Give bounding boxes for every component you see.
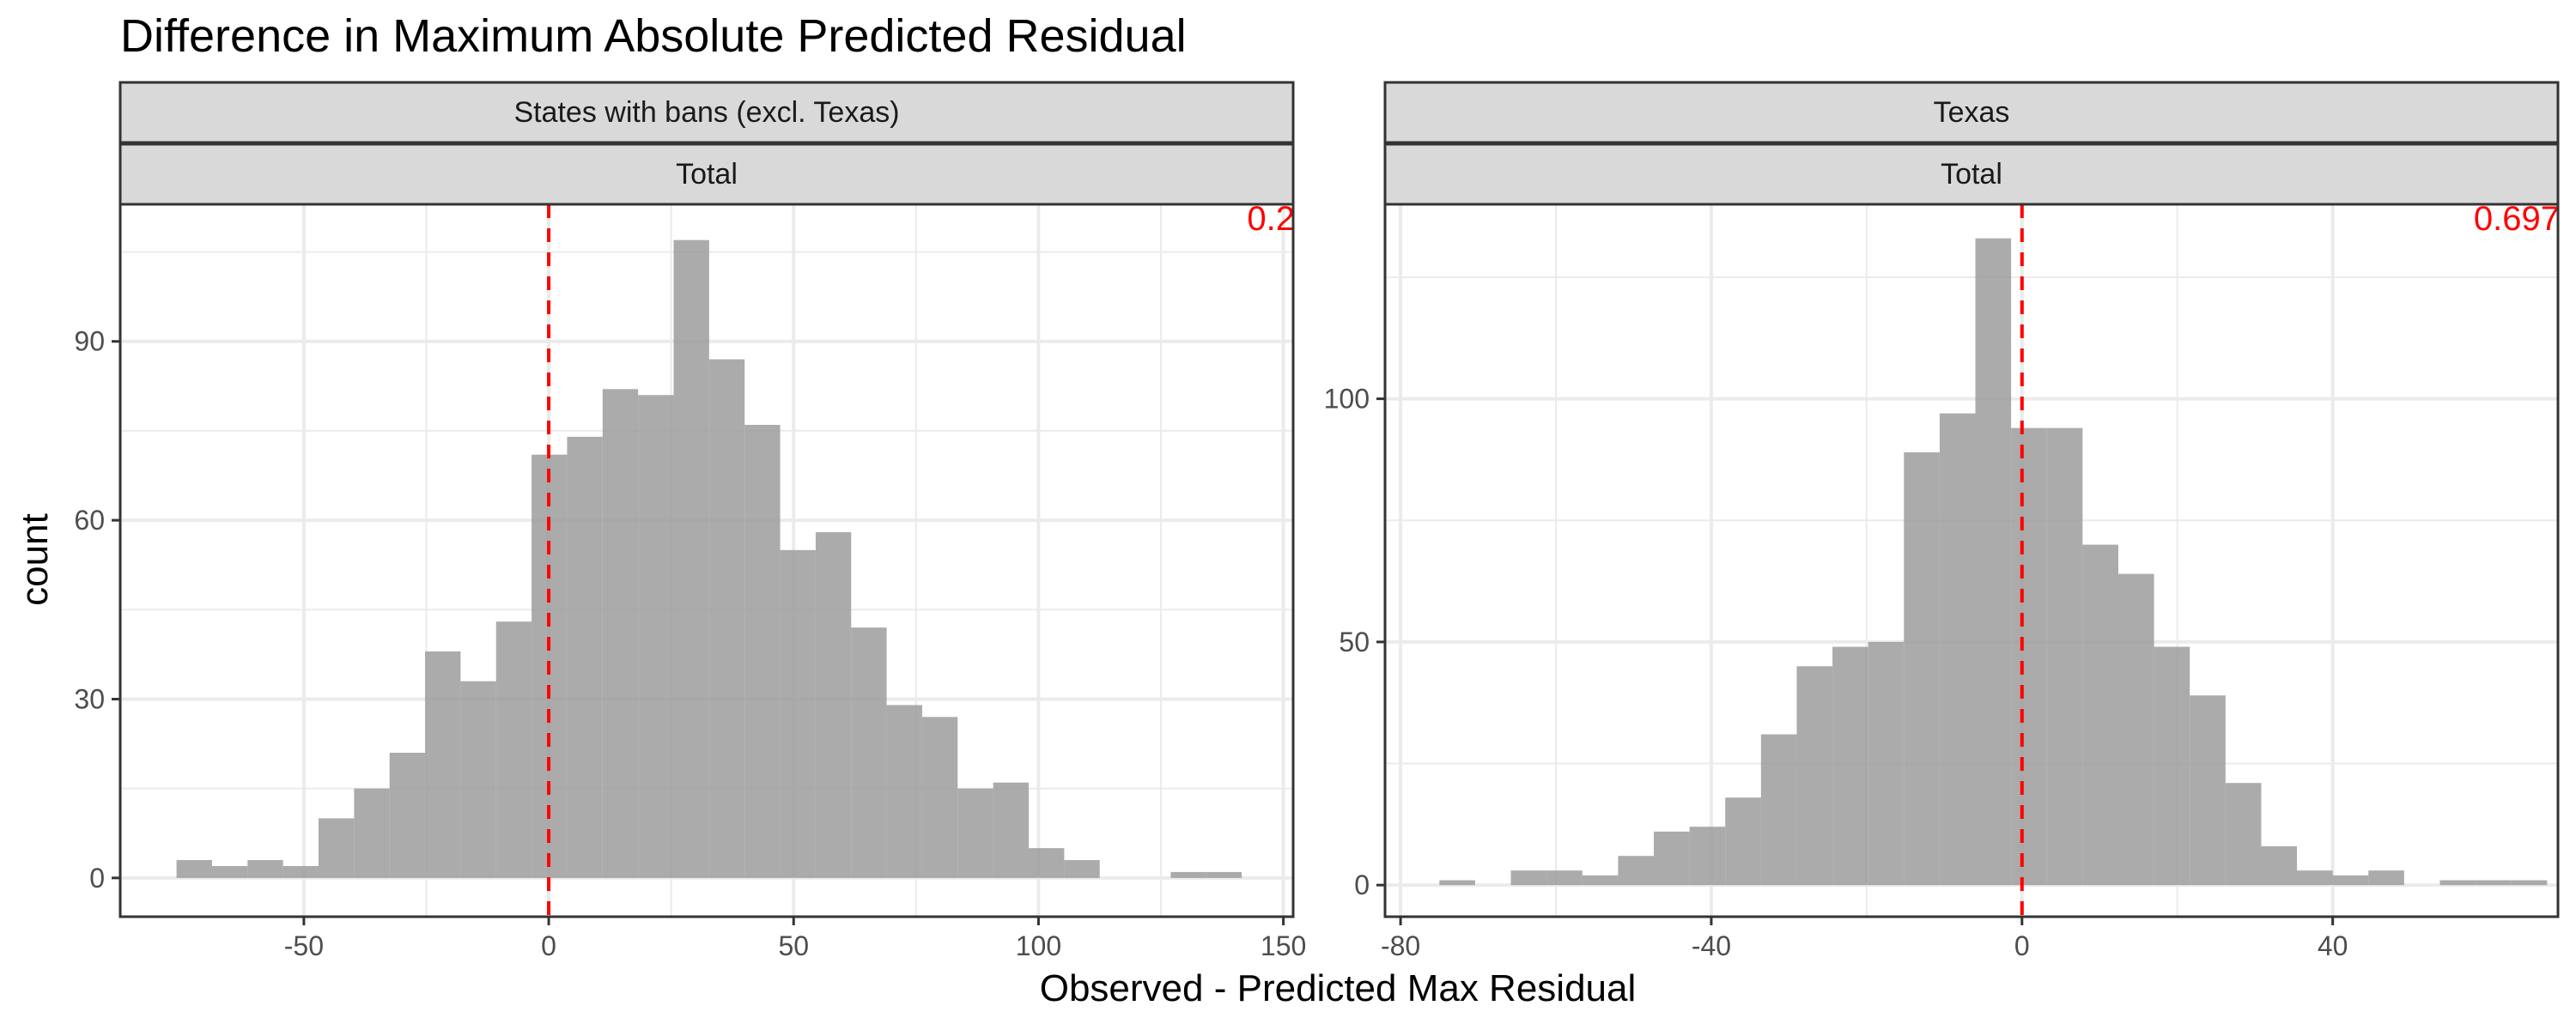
histogram-bar: [1510, 870, 1547, 886]
histogram-bar: [495, 621, 532, 878]
histogram-bar: [1796, 666, 1833, 886]
panel-border: [118, 203, 1295, 918]
facet-panels: States with bans (excl. Texas) Total 0.2 -5…: [74, 81, 2560, 961]
y-tick-label: 30: [74, 683, 105, 714]
histogram-bar: [1654, 831, 1690, 886]
y-tick-label: 60: [74, 505, 105, 536]
histogram-bar: [1582, 875, 1619, 886]
y-tick-label: 50: [1339, 627, 1370, 657]
histogram-bar: [354, 788, 390, 878]
histogram-bar: [2190, 695, 2226, 886]
histogram-bar: [638, 395, 674, 878]
y-tick-label: 90: [74, 326, 105, 357]
facet-strip-bottom: [118, 142, 1295, 206]
histogram-bar: [460, 681, 496, 878]
histogram-bar: [318, 818, 355, 878]
histogram-bar: [993, 782, 1030, 878]
histogram-bar: [886, 705, 922, 878]
panel-annotation: 0.697: [2474, 200, 2560, 238]
chart-title: Difference in Maximum Absolute Predicted…: [120, 10, 1187, 62]
facet-panel-2: Texas Total 0.697 -80 -40 0 40 0 50 100: [1324, 81, 2560, 961]
histogram-bar: [1064, 860, 1100, 878]
histogram-bar: [1170, 871, 1206, 878]
histogram-bar: [2117, 573, 2154, 886]
x-tick-label: 150: [1261, 930, 1306, 961]
histogram-bar: [389, 752, 426, 878]
histogram-bar: [1439, 880, 1475, 886]
y-tick-label: 0: [1354, 869, 1370, 900]
histogram-bar: [780, 549, 816, 878]
histogram-bar: [211, 865, 248, 878]
histogram-bar: [283, 865, 319, 878]
histogram-bar: [567, 436, 603, 878]
histogram-bar: [2476, 880, 2512, 886]
facet-panel-1: States with bans (excl. Texas) Total 0.2 -5…: [74, 81, 1306, 961]
x-tick-label: -40: [1692, 930, 1731, 961]
histogram-bar: [602, 389, 639, 878]
histogram-bar: [2225, 783, 2262, 886]
histogram-bar: [2297, 870, 2333, 886]
histogram-bar: [673, 239, 709, 878]
histogram-bar: [851, 627, 887, 878]
x-tick-label: -80: [1381, 930, 1420, 961]
histogram-bar: [1939, 413, 1976, 886]
histogram-bar: [1832, 646, 1868, 886]
histogram-bar: [2154, 646, 2190, 886]
panel-annotation: 0.2: [1247, 200, 1295, 238]
histogram-bar: [1689, 827, 1726, 886]
y-tick-label: 0: [89, 863, 105, 894]
histogram-bar: [1618, 856, 1655, 886]
x-tick-label: -50: [284, 930, 324, 961]
y-axis-title: count: [14, 513, 56, 606]
histogram-bar: [176, 860, 212, 878]
histogram-bar: [2011, 427, 2047, 886]
facet-strip-bottom-label: Total: [676, 158, 738, 191]
facet-strip-top-label: States with bans (excl. Texas): [513, 96, 899, 129]
histogram-bar: [957, 788, 993, 878]
facet-strip-top: [118, 81, 1295, 144]
histogram-bar: [1975, 238, 2012, 886]
histogram-bar: [247, 860, 283, 878]
histogram-bar: [2046, 427, 2083, 886]
histogram-bar: [1760, 734, 1797, 886]
facet-strip-bottom-label: Total: [1941, 158, 2002, 191]
histogram-bar: [1546, 870, 1583, 886]
histogram-bar: [2511, 880, 2548, 886]
x-tick-label: 0: [2014, 930, 2030, 961]
x-tick-label: 50: [778, 930, 809, 961]
histogram-bar: [1206, 871, 1242, 878]
x-tick-label: 100: [1016, 930, 1061, 961]
histogram-bar: [1029, 848, 1065, 878]
histogram-bar: [1904, 451, 1940, 886]
histogram-bar: [815, 532, 852, 878]
histogram-bar: [2439, 880, 2476, 886]
histogram-bar: [708, 359, 745, 878]
histogram-bar: [2082, 544, 2118, 886]
x-axis-title: Observed - Predicted Max Residual: [1040, 967, 1637, 1009]
histogram-bar: [1725, 797, 1761, 886]
histogram-bar: [425, 651, 461, 878]
panel-border: [1383, 203, 2560, 918]
histogram-bar: [921, 717, 958, 878]
histogram-bar: [2368, 870, 2404, 886]
facet-strip-top-label: Texas: [1934, 96, 2010, 129]
histogram-bar: [1868, 641, 1905, 886]
histogram-bar: [2332, 875, 2369, 886]
x-tick-label: 0: [541, 930, 556, 961]
x-tick-label: 40: [2318, 930, 2348, 961]
y-tick-label: 100: [1324, 384, 1370, 415]
histogram-bar: [2261, 845, 2298, 886]
histogram-bar: [744, 424, 781, 878]
facet-strip-top: [1383, 81, 2560, 144]
